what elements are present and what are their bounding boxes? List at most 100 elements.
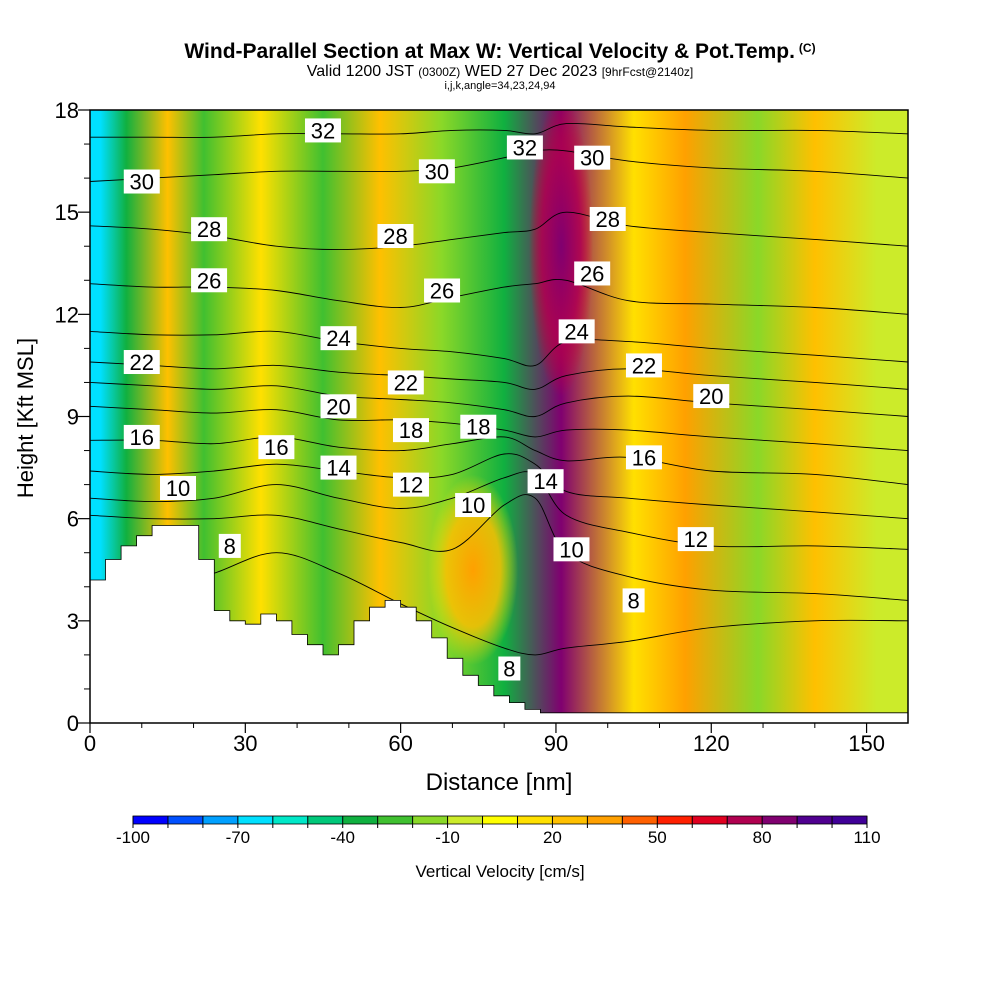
theta-contour-28 xyxy=(90,211,908,251)
contour-label: 8 xyxy=(218,533,241,559)
theta-contour-18 xyxy=(90,405,908,452)
contour-label-box xyxy=(320,394,357,419)
contour-label-box xyxy=(123,424,160,449)
velocity-core xyxy=(428,474,519,665)
colorbar-label: 80 xyxy=(753,828,772,847)
colorbar-label: -10 xyxy=(435,828,460,847)
colorbar-swatch xyxy=(342,816,379,824)
contour-label: 24 xyxy=(558,319,595,344)
y-tick-label: 6 xyxy=(67,507,79,532)
colorbar-swatch xyxy=(552,816,588,824)
y-tick-label: 9 xyxy=(67,405,79,430)
valid-time: Valid 1200 JST xyxy=(306,63,414,80)
contour-label-text: 12 xyxy=(683,527,707,552)
contour-label-box xyxy=(392,418,429,443)
contour-label: 8 xyxy=(622,588,645,613)
contour-label: 16 xyxy=(123,424,160,450)
contour-label-text: 18 xyxy=(399,418,423,443)
contour-label-text: 30 xyxy=(580,146,604,171)
theta-contour-26 xyxy=(90,278,908,315)
contour-label-text: 30 xyxy=(425,159,449,184)
theta-contour-12 xyxy=(90,471,908,550)
contour-label-box xyxy=(123,350,160,375)
colorbar-swatch xyxy=(657,816,693,824)
section-params: i,j,k,angle=34,23,24,94 xyxy=(444,80,556,92)
contour-label-text: 28 xyxy=(197,217,221,242)
contour-label: 12 xyxy=(677,527,714,552)
contour-label-text: 20 xyxy=(326,394,350,419)
contour-label-box xyxy=(693,384,730,409)
contour-label-box xyxy=(191,217,228,242)
contour-label: 20 xyxy=(693,384,730,409)
contour-label: 32 xyxy=(506,135,543,160)
contour-label-text: 24 xyxy=(564,319,588,344)
contour-label-text: 12 xyxy=(399,473,423,498)
colorbar-swatch xyxy=(482,816,518,824)
contour-label-box xyxy=(506,135,543,160)
contour-label: 30 xyxy=(418,159,455,184)
contour-label-box xyxy=(320,455,357,480)
plot-area: 30 28 26 22 16 10 8 32 28 24 20 16 14 30 26 22 18 12 18 10 8… xyxy=(90,110,908,723)
contour-label: 22 xyxy=(625,353,662,378)
colorbar-swatch xyxy=(272,816,309,824)
colorbar-title: Vertical Velocity [cm/s] xyxy=(415,862,585,881)
contour-label: 16 xyxy=(625,445,662,470)
terrain xyxy=(90,525,908,723)
colorbar-label: -40 xyxy=(330,828,355,847)
x-tick-label: 120 xyxy=(693,731,730,756)
chart-subtitle: Valid 1200 JST (0300Z) WED 27 Dec 2023 [… xyxy=(0,64,1000,80)
forecast-info: [9hrFcst@2140z] xyxy=(601,65,694,79)
theta-contours xyxy=(90,122,908,656)
contour-label-box xyxy=(160,476,197,501)
x-tick-label: 90 xyxy=(544,731,568,756)
x-tick-label: 0 xyxy=(84,731,96,756)
colorbar-swatch xyxy=(692,816,728,824)
contour-label: 26 xyxy=(424,278,461,303)
colorbar-label: 50 xyxy=(648,828,667,847)
contour-label-text: 20 xyxy=(699,384,723,409)
contour-label: 28 xyxy=(589,206,626,232)
chart-title: Wind-Parallel Section at Max W: Vertical… xyxy=(184,40,795,63)
contour-label-box xyxy=(625,445,662,470)
contour-label-text: 22 xyxy=(130,350,154,375)
contour-label: 26 xyxy=(191,268,228,293)
colorbar-swatch xyxy=(727,816,763,824)
contour-label-box xyxy=(625,353,662,378)
colorbar-swatch xyxy=(202,816,239,824)
valid-date: WED 27 Dec 2023 xyxy=(464,63,598,80)
colorbar-swatch xyxy=(447,816,483,824)
colorbar-swatch xyxy=(762,816,798,824)
y-tick-label: 0 xyxy=(67,711,79,736)
colorbar-swatch xyxy=(517,816,553,824)
contour-label: 20 xyxy=(320,394,357,419)
contour-label-box xyxy=(558,319,595,344)
contour-label-text: 26 xyxy=(430,278,454,303)
contour-label: 28 xyxy=(191,217,228,242)
contour-label-box xyxy=(304,118,341,143)
contour-label-box xyxy=(589,206,626,231)
contour-label-text: 14 xyxy=(326,456,350,481)
contour-label: 10 xyxy=(455,493,492,518)
copyright-mark: (C) xyxy=(798,41,816,55)
contour-label-box xyxy=(498,656,521,681)
y-tick-label: 3 xyxy=(67,609,79,634)
contour-label-box xyxy=(418,159,455,184)
contour-labels: 30 28 26 22 16 10 8 32 28 24 20 16 14 30 26 22 18 12 18 10 8… xyxy=(123,118,730,682)
contour-label: 32 xyxy=(304,118,341,143)
contour-label-text: 16 xyxy=(130,425,154,450)
contour-label-text: 16 xyxy=(264,435,288,460)
theta-contour-22 xyxy=(90,361,908,390)
contour-label-box xyxy=(218,533,241,558)
x-axis-label: Distance [nm] xyxy=(426,769,573,796)
contour-label-text: 10 xyxy=(166,476,190,501)
utc-time: (0300Z) xyxy=(418,65,461,79)
contour-label: 30 xyxy=(123,169,160,195)
theta-contour-16 xyxy=(90,436,908,486)
contour-label: 18 xyxy=(460,414,497,440)
colorbar: -100 -70 -40 -10 20 50 80 110 xyxy=(116,815,881,847)
contour-label-box xyxy=(191,268,228,293)
colorbar-swatch xyxy=(622,816,658,824)
contour-label-text: 24 xyxy=(326,326,350,351)
contour-label: 12 xyxy=(392,472,429,498)
contour-label-text: 28 xyxy=(383,224,407,249)
